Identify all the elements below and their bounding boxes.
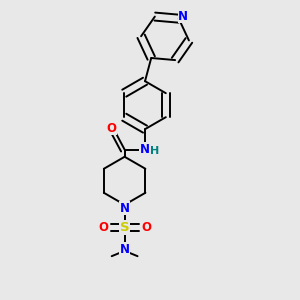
Text: O: O — [106, 122, 116, 135]
Text: H: H — [150, 146, 160, 156]
Text: N: N — [178, 10, 188, 22]
Text: S: S — [120, 221, 129, 234]
Text: N: N — [120, 243, 130, 256]
Text: N: N — [120, 202, 130, 214]
Text: O: O — [98, 221, 108, 234]
Text: N: N — [140, 143, 150, 156]
Text: O: O — [141, 221, 151, 234]
